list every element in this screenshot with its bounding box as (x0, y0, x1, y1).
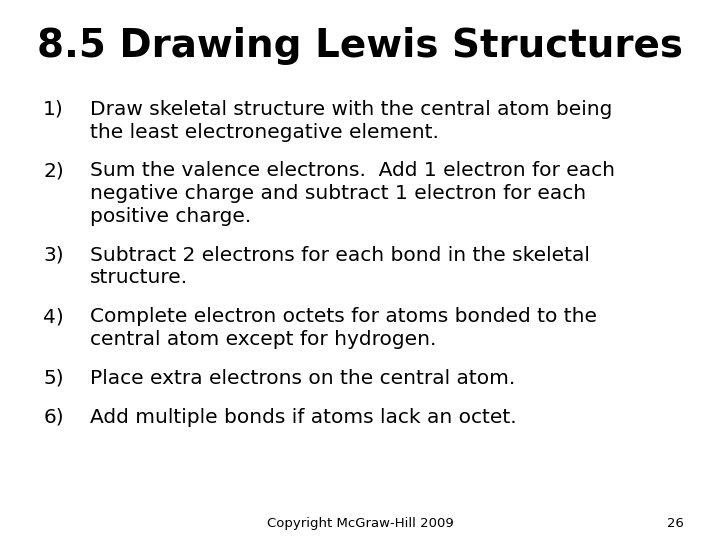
Text: 3): 3) (43, 246, 64, 265)
Text: Place extra electrons on the central atom.: Place extra electrons on the central ato… (90, 369, 516, 388)
Text: negative charge and subtract 1 electron for each: negative charge and subtract 1 electron … (90, 184, 586, 203)
Text: 4): 4) (43, 307, 64, 326)
Text: Draw skeletal structure with the central atom being: Draw skeletal structure with the central… (90, 100, 613, 119)
Text: 6): 6) (43, 408, 64, 427)
Text: 1): 1) (43, 100, 64, 119)
Text: structure.: structure. (90, 268, 188, 287)
Text: Copyright McGraw-Hill 2009: Copyright McGraw-Hill 2009 (266, 517, 454, 530)
Text: 2): 2) (43, 161, 64, 180)
Text: 26: 26 (667, 517, 684, 530)
Text: Complete electron octets for atoms bonded to the: Complete electron octets for atoms bonde… (90, 307, 597, 326)
Text: positive charge.: positive charge. (90, 207, 251, 226)
Text: 8.5 Drawing Lewis Structures: 8.5 Drawing Lewis Structures (37, 27, 683, 65)
Text: Add multiple bonds if atoms lack an octet.: Add multiple bonds if atoms lack an octe… (90, 408, 517, 427)
Text: Subtract 2 electrons for each bond in the skeletal: Subtract 2 electrons for each bond in th… (90, 246, 590, 265)
Text: central atom except for hydrogen.: central atom except for hydrogen. (90, 330, 436, 349)
Text: the least electronegative element.: the least electronegative element. (90, 123, 439, 141)
Text: Sum the valence electrons.  Add 1 electron for each: Sum the valence electrons. Add 1 electro… (90, 161, 615, 180)
Text: 5): 5) (43, 369, 64, 388)
